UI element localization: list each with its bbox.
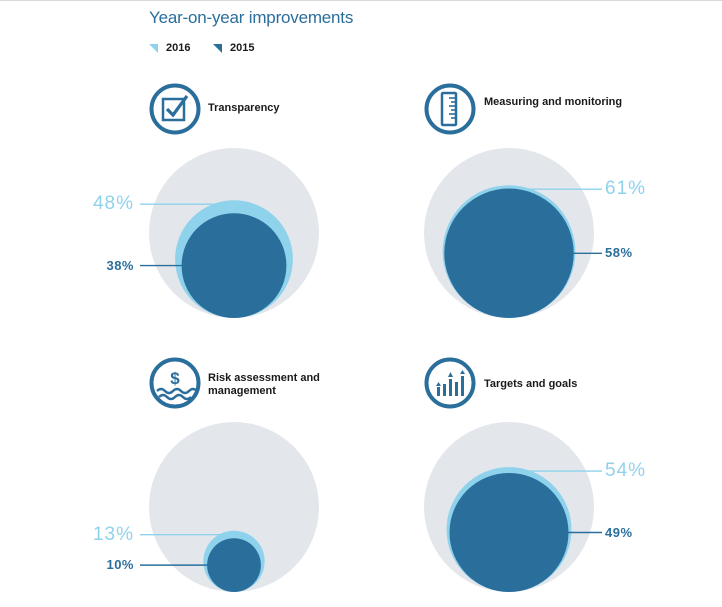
bubble-2015-measuring-monitoring — [444, 188, 574, 318]
panel-title-targets-goals: Targets and goals — [484, 378, 578, 390]
bubble-2015-risk-assessment — [207, 538, 261, 593]
dollar-wave-icon: $ — [149, 357, 201, 409]
legend-label-2016: 2016 — [166, 42, 191, 54]
value-label-2015-transparency: 38% — [106, 257, 134, 273]
value-label-2016-measuring-monitoring: 61% — [605, 178, 647, 200]
panel-title-risk-assessment: Risk assessment and management — [208, 372, 320, 397]
ruler-gauge-icon — [424, 83, 476, 135]
bubble-background-risk-assessment — [149, 422, 319, 592]
checkbox-icon — [149, 83, 201, 135]
value-label-2016-risk-assessment: 13% — [92, 523, 134, 545]
bubble-2015-transparency — [181, 213, 287, 318]
panel-title-transparency: Transparency — [208, 102, 280, 114]
legend-swatch-2016 — [149, 44, 158, 53]
legend-swatch-2015 — [213, 44, 222, 53]
value-label-2016-targets-goals: 54% — [605, 460, 647, 482]
value-label-2015-risk-assessment: 10% — [106, 557, 134, 573]
value-label-2015-targets-goals: 49% — [605, 524, 633, 540]
legend-label-2015: 2015 — [230, 42, 255, 54]
panel-title-measuring-monitoring: Measuring and monitoring — [484, 96, 623, 108]
page-title: Year-on-year improvements — [149, 8, 354, 27]
top-divider — [0, 0, 722, 1]
svg-text:$: $ — [170, 369, 180, 388]
growth-bars-icon — [424, 357, 476, 409]
value-label-2015-measuring-monitoring: 58% — [605, 245, 633, 261]
bubble-2015-targets-goals — [449, 473, 569, 592]
value-label-2016-transparency: 48% — [92, 193, 134, 215]
